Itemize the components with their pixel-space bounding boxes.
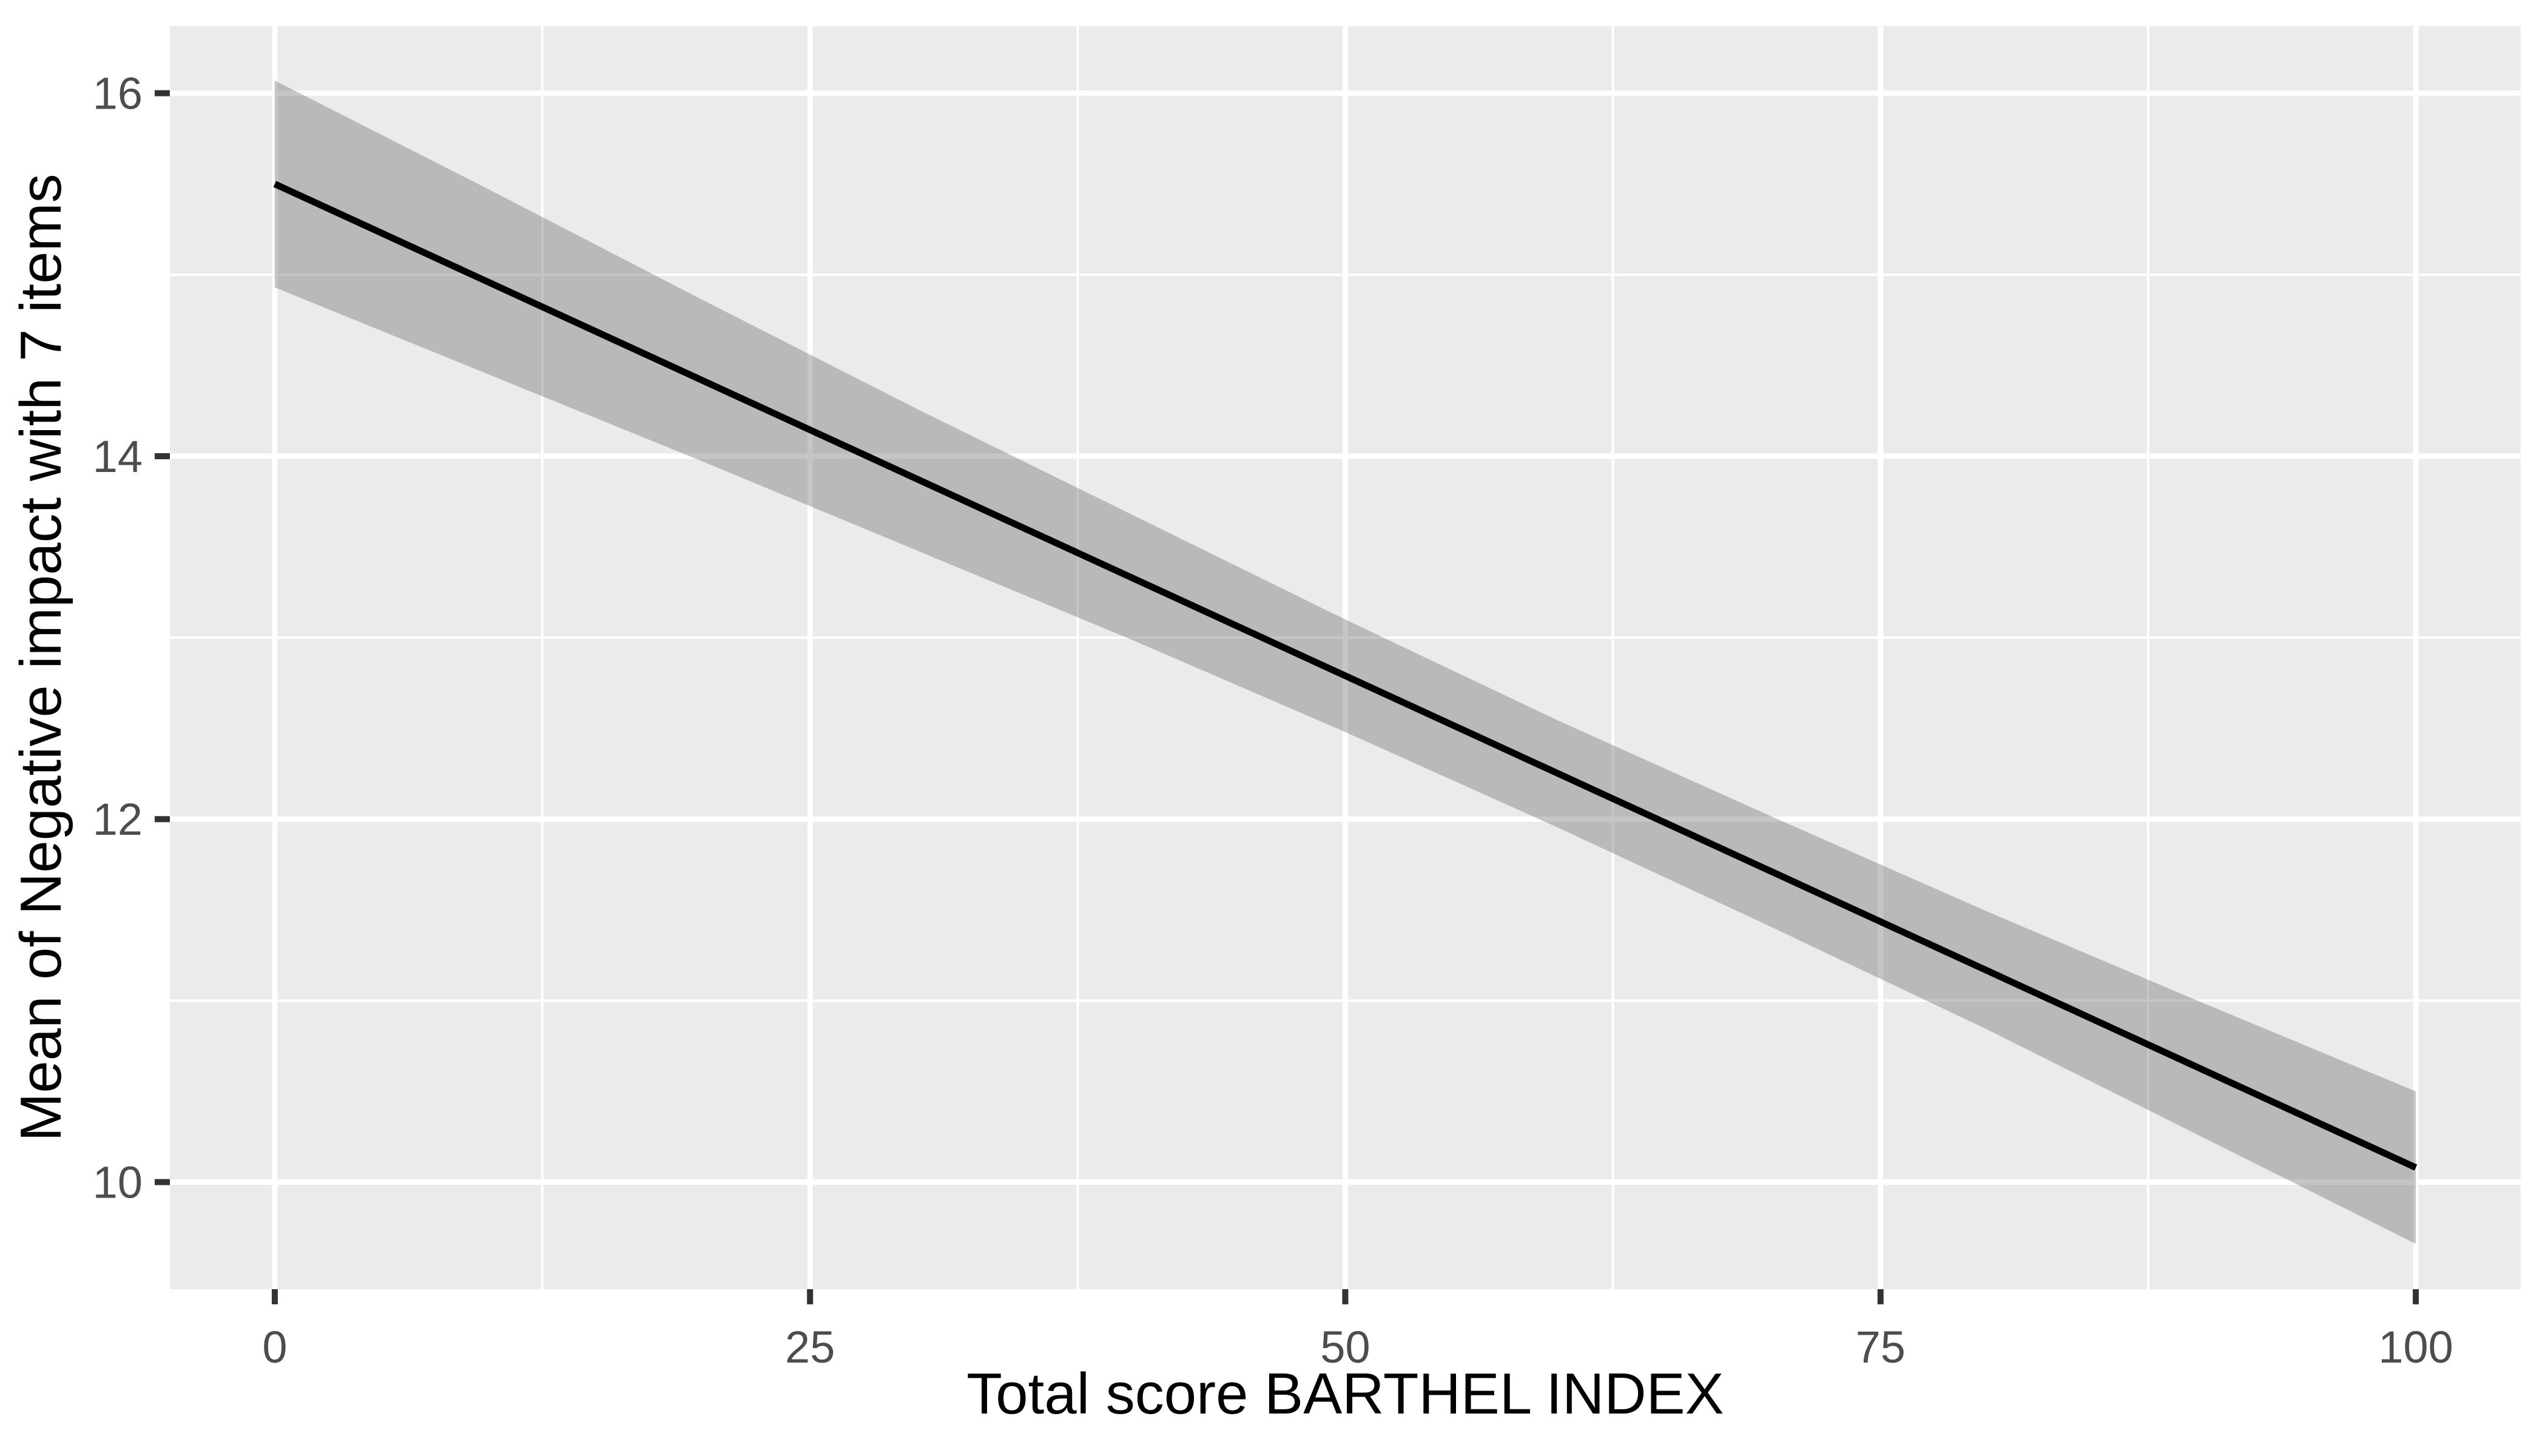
x-tick-label: 0 bbox=[262, 1322, 287, 1372]
regression-line bbox=[273, 181, 2418, 1171]
y-tick-label: 12 bbox=[93, 794, 143, 844]
x-tick-label: 25 bbox=[785, 1322, 835, 1372]
x-axis-title: Total score BARTHEL INDEX bbox=[966, 1361, 1724, 1426]
x-tick-label: 75 bbox=[1856, 1322, 1906, 1372]
x-tick-label: 100 bbox=[2378, 1322, 2453, 1372]
confidence-ribbon bbox=[274, 80, 2416, 1244]
y-tick-label: 16 bbox=[93, 69, 143, 119]
y-axis-title: Mean of Negative impact with 7 items bbox=[8, 174, 73, 1142]
x-tick-label: 50 bbox=[1320, 1322, 1370, 1372]
y-tick-label: 14 bbox=[93, 431, 143, 482]
y-tick-label: 10 bbox=[93, 1158, 143, 1208]
